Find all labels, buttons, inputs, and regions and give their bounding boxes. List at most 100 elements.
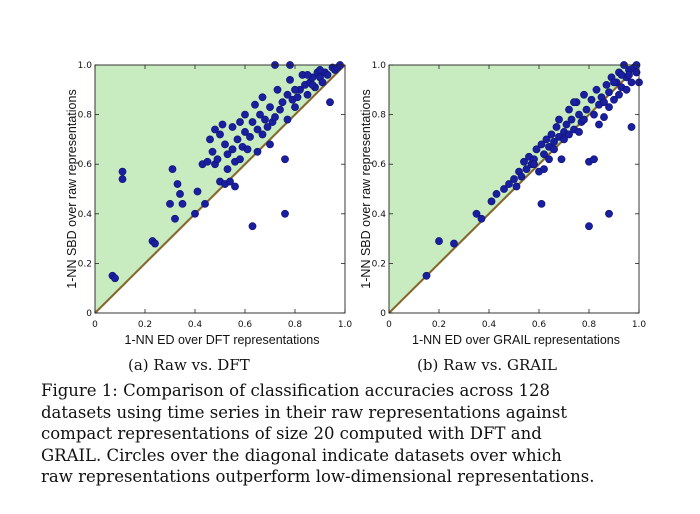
- data-point: [281, 155, 289, 164]
- data-point: [627, 123, 636, 131]
- data-point: [303, 71, 312, 79]
- data-point: [293, 93, 302, 102]
- data-point: [266, 140, 274, 149]
- data-point: [500, 185, 508, 193]
- data-point: [600, 113, 608, 121]
- data-point: [316, 66, 324, 74]
- data-point: [512, 182, 521, 191]
- y-tick-label: 0.4: [372, 210, 387, 220]
- data-point: [286, 75, 294, 84]
- y-tick-label: 0.8: [372, 111, 387, 121]
- data-point: [226, 177, 234, 186]
- data-point: [201, 199, 209, 208]
- y-tick-label: 0.2: [78, 259, 92, 269]
- data-point: [505, 180, 513, 188]
- data-point: [118, 175, 127, 183]
- y-tick-label: 0: [86, 309, 92, 319]
- data-point: [617, 71, 626, 79]
- data-point: [211, 125, 219, 134]
- data-point: [281, 209, 289, 218]
- data-point: [532, 145, 541, 154]
- data-point: [550, 145, 558, 154]
- data-point: [236, 155, 244, 164]
- data-point: [605, 209, 613, 218]
- data-point: [625, 71, 633, 79]
- data-point: [236, 118, 244, 126]
- data-point: [610, 78, 618, 87]
- data-point: [241, 110, 249, 119]
- data-point: [592, 85, 601, 94]
- data-point: [323, 71, 332, 79]
- data-point: [567, 115, 576, 124]
- data-point: [587, 95, 596, 104]
- data-point: [622, 85, 631, 94]
- data-point: [308, 80, 317, 89]
- data-point: [582, 105, 591, 114]
- x-tick-label: 0.8: [288, 320, 303, 330]
- data-point: [522, 165, 531, 174]
- scatter-plot-raw-vs-grail: 0 0.2 0.4 0.6 0.8 1.0 0 0.2 0.4 0.6 0.8 1.0 1-NN ED …: [359, 61, 647, 347]
- y-tick-label: 0.6: [78, 160, 93, 170]
- data-point: [243, 145, 252, 154]
- data-point: [171, 214, 179, 223]
- data-point: [632, 68, 641, 77]
- data-point: [477, 214, 486, 223]
- data-point: [562, 120, 571, 129]
- caption-line-3: compact representations of size 20 compu…: [41, 424, 542, 444]
- x-tick-label: 0.8: [582, 320, 597, 330]
- caption-line-4: GRAIL. Circles over the diagonal indicat…: [41, 445, 562, 465]
- data-point: [565, 105, 573, 114]
- data-point: [248, 222, 257, 231]
- data-point: [253, 125, 262, 134]
- data-point: [193, 187, 202, 196]
- data-point: [422, 271, 431, 280]
- data-point: [590, 110, 598, 119]
- data-point: [258, 130, 267, 139]
- data-point: [166, 199, 174, 208]
- data-point: [273, 85, 282, 94]
- data-point: [228, 145, 237, 154]
- data-point: [228, 123, 237, 131]
- data-point: [173, 180, 182, 188]
- x-tick-label: 1.0: [632, 320, 647, 330]
- data-point: [530, 160, 538, 169]
- data-point: [450, 239, 458, 248]
- data-point: [537, 199, 546, 208]
- data-point: [176, 190, 184, 198]
- figure-caption: Figure 1: Comparison of classification a…: [41, 380, 681, 488]
- data-point: [216, 130, 224, 139]
- data-point: [241, 128, 249, 136]
- data-point: [326, 98, 334, 107]
- data-point: [263, 123, 272, 131]
- axes-box: [94, 64, 346, 314]
- data-point: [492, 190, 501, 198]
- x-tick-label: 0: [386, 320, 392, 330]
- data-point: [580, 90, 588, 99]
- data-point: [545, 155, 553, 164]
- x-tick-label: 0: [92, 320, 98, 330]
- data-point: [151, 239, 159, 248]
- data-point: [435, 237, 443, 245]
- data-point: [191, 209, 199, 218]
- data-point: [517, 172, 526, 181]
- x-axis-label: 1-NN ED over GRAIL representations: [412, 333, 620, 347]
- x-tick-label: 0.2: [138, 320, 152, 330]
- data-point: [590, 155, 598, 164]
- data-point: [600, 98, 608, 107]
- axes-box: [388, 64, 640, 314]
- x-tick-label: 0.4: [188, 320, 203, 330]
- data-point: [256, 110, 264, 119]
- x-axis-label: 1-NN ED over DFT representations: [125, 333, 320, 347]
- y-tick-label: 0.4: [78, 210, 93, 220]
- data-point: [520, 157, 528, 166]
- data-point: [258, 93, 267, 102]
- data-point: [540, 165, 548, 174]
- data-point: [203, 157, 212, 166]
- caption-line-5: raw representations outperform low-dimen…: [41, 467, 595, 487]
- data-point: [278, 98, 287, 107]
- data-point: [318, 78, 327, 87]
- x-tick-label: 0.4: [482, 320, 497, 330]
- data-point: [580, 115, 588, 124]
- x-tick-label: 0.6: [238, 320, 253, 330]
- data-point: [610, 95, 618, 104]
